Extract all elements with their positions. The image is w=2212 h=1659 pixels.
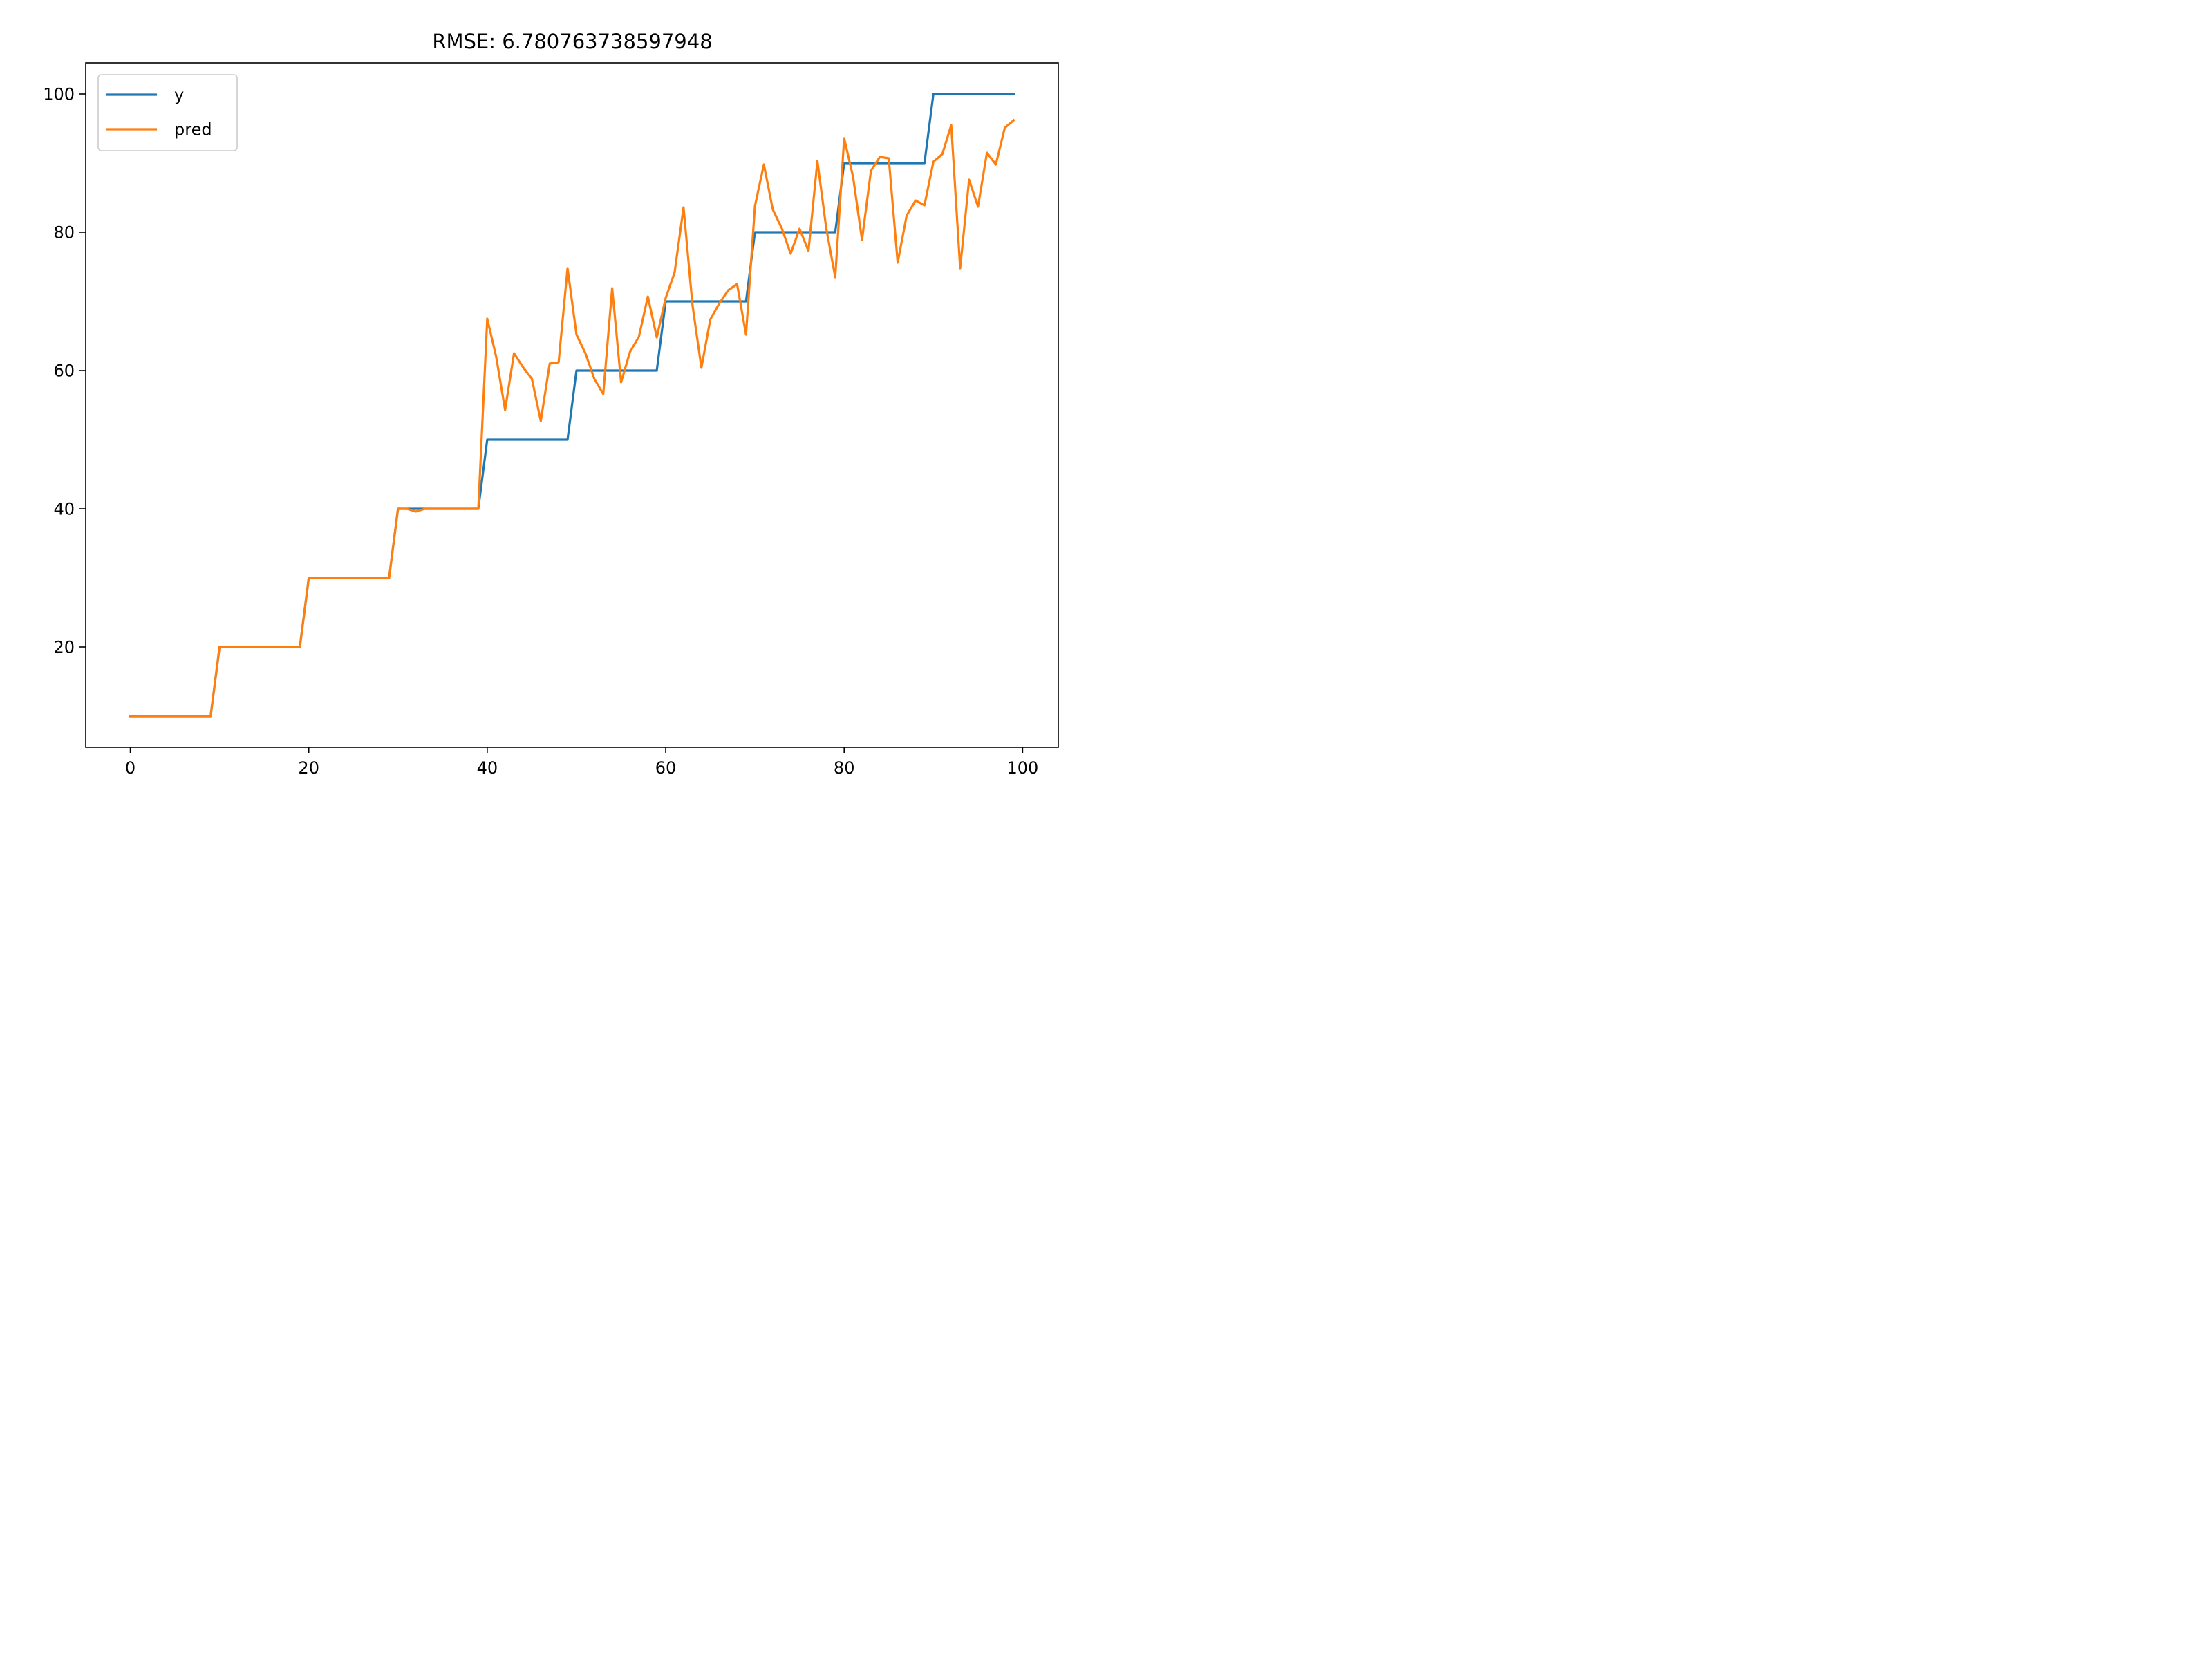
y-tick-label: 80 [53, 223, 75, 243]
y-tick-label: 20 [53, 638, 75, 657]
x-tick-label: 100 [1006, 758, 1038, 778]
legend-label-pred: pred [174, 120, 212, 140]
legend-label-y: y [174, 86, 184, 105]
y-axis: 20 40 60 80 100 [43, 85, 86, 657]
y-tick-label: 100 [43, 85, 75, 104]
line-chart: RMSE: 6.780763738597948 0 20 40 60 80 100 20 4… [0, 0, 1084, 813]
x-tick-label: 0 [125, 758, 135, 778]
x-tick-label: 80 [834, 758, 855, 778]
x-tick-label: 20 [298, 758, 319, 778]
legend: y pred [97, 74, 238, 151]
plot-area [129, 93, 1015, 718]
y-tick-label: 60 [53, 362, 75, 381]
axes-frame [85, 62, 1059, 748]
x-tick-label: 60 [655, 758, 677, 778]
series-line-pred [129, 118, 1015, 718]
x-tick-label: 40 [477, 758, 498, 778]
y-tick-label: 40 [53, 500, 75, 519]
legend-box [97, 74, 238, 151]
chart-title: RMSE: 6.780763738597948 [432, 30, 712, 53]
x-axis: 0 20 40 60 80 100 [125, 747, 1038, 778]
